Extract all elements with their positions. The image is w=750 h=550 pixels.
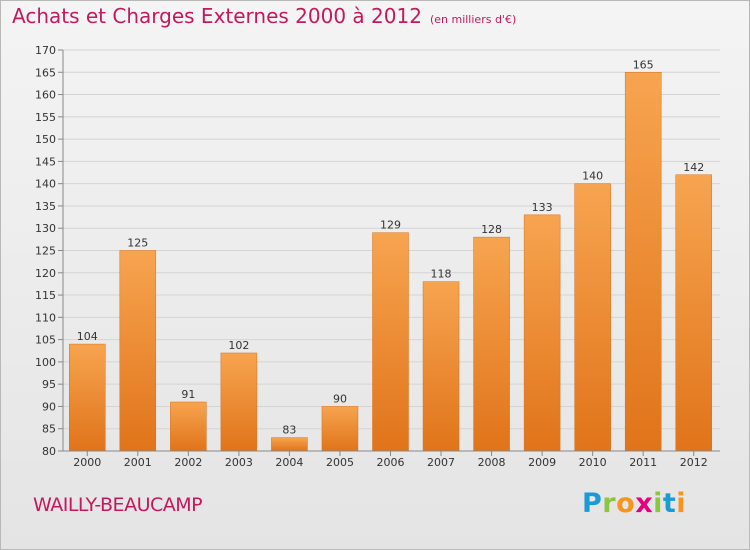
bar — [170, 401, 207, 452]
y-tick-label: 170 — [35, 44, 56, 57]
y-tick-label: 110 — [35, 311, 56, 324]
logo-letter: i — [676, 488, 687, 519]
y-tick-label: 100 — [35, 356, 56, 369]
y-tick-label: 135 — [35, 200, 56, 213]
chart-title: Achats et Charges Externes 2000 à 2012 (e… — [12, 4, 516, 28]
y-tick-label: 120 — [35, 267, 56, 280]
data-label: 91 — [181, 388, 195, 401]
x-tick-label: 2002 — [174, 456, 202, 469]
logo-letter: P — [582, 488, 603, 519]
data-label: 104 — [77, 330, 98, 343]
data-label: 90 — [333, 392, 347, 405]
bar — [523, 214, 561, 452]
x-tick-label: 2009 — [528, 456, 556, 469]
logo-letter: t — [662, 488, 677, 519]
data-label: 133 — [532, 201, 553, 214]
chart-title-text: Achats et Charges Externes 2000 à 2012 — [12, 4, 422, 28]
y-tick-label: 80 — [42, 445, 56, 458]
y-tick-label: 145 — [35, 155, 56, 168]
x-tick-label: 2000 — [73, 456, 101, 469]
bar — [675, 174, 712, 452]
data-label: 128 — [481, 223, 502, 236]
commune-name: WAILLY-BEAUCAMP — [33, 494, 203, 516]
x-tick-label: 2007 — [427, 456, 455, 469]
chart-subtitle: (en milliers d'€) — [429, 13, 517, 26]
bar — [271, 437, 308, 452]
y-tick-label: 95 — [42, 378, 56, 391]
y-tick-label: 115 — [35, 289, 56, 302]
data-label: 142 — [683, 161, 704, 174]
x-tick-label: 2008 — [478, 456, 506, 469]
y-tick-label: 160 — [35, 89, 56, 102]
data-label: 83 — [282, 424, 296, 437]
bar — [69, 343, 106, 452]
logo-letter: r — [602, 488, 617, 519]
y-tick-label: 150 — [35, 133, 56, 146]
logo-letter: x — [635, 488, 654, 519]
bar — [473, 236, 510, 452]
y-tick-label: 90 — [42, 400, 56, 413]
bar — [220, 352, 258, 452]
x-tick-label: 2011 — [629, 456, 657, 469]
data-label: 102 — [228, 339, 249, 352]
y-tick-label: 85 — [42, 423, 56, 436]
logo-letter: i — [653, 488, 663, 519]
x-tick-label: 2012 — [680, 456, 708, 469]
y-tick-label: 140 — [35, 178, 56, 191]
x-tick-label: 2010 — [579, 456, 607, 469]
bar — [624, 72, 662, 452]
data-label: 125 — [127, 237, 148, 250]
bars: 104 125 91 102 83 90 129 118 128 133 140 165 142 — [69, 58, 712, 452]
bar — [321, 406, 359, 452]
axes: 80 85 90 95 100 105 110 115 120 125 130 135 140 145 15… — [35, 44, 720, 469]
x-tick-label: 2006 — [377, 456, 405, 469]
bar — [422, 281, 460, 452]
bar — [119, 250, 157, 452]
x-tick-label: 2003 — [225, 456, 253, 469]
y-tick-label: 130 — [35, 222, 56, 235]
y-tick-label: 125 — [35, 245, 56, 258]
logo-letter: o — [616, 488, 636, 519]
x-tick-label: 2005 — [326, 456, 354, 469]
bar — [574, 183, 611, 452]
data-label: 129 — [380, 219, 401, 232]
x-tick-label: 2004 — [275, 456, 303, 469]
data-label: 118 — [431, 268, 452, 281]
proxiti-logo[interactable]: Proxiti — [582, 488, 686, 519]
x-tick-label: 2001 — [124, 456, 152, 469]
y-tick-label: 165 — [35, 66, 56, 79]
y-tick-label: 105 — [35, 334, 56, 347]
bar — [372, 232, 409, 452]
data-label: 165 — [633, 58, 654, 71]
y-tick-label: 155 — [35, 111, 56, 124]
data-label: 140 — [582, 170, 603, 183]
